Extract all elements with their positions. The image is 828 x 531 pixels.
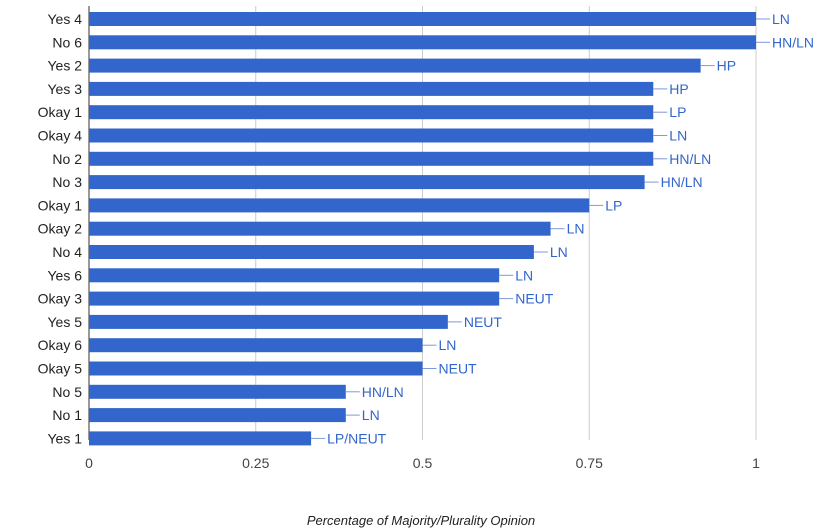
category-label: No 4 bbox=[52, 244, 82, 260]
x-tick-label: 0.25 bbox=[242, 455, 269, 471]
data-label: LP bbox=[605, 197, 622, 213]
bar bbox=[89, 291, 500, 306]
category-label: Yes 5 bbox=[47, 314, 82, 330]
bar bbox=[89, 175, 645, 190]
data-label: NEUT bbox=[464, 314, 503, 330]
data-label: HP bbox=[717, 58, 736, 74]
data-label: LN bbox=[362, 407, 380, 423]
bar bbox=[89, 408, 346, 423]
category-label: Okay 5 bbox=[38, 361, 83, 377]
category-labels: Yes 4 No 6 Yes 2 Yes 3 Okay 1 Okay 4 No 2 No 3 O… bbox=[38, 11, 83, 446]
data-label: LN bbox=[515, 267, 533, 283]
data-label: HP bbox=[669, 81, 688, 97]
x-tick-label: 0.5 bbox=[413, 455, 433, 471]
data-label: LN bbox=[550, 244, 568, 260]
category-label: No 5 bbox=[52, 384, 82, 400]
category-label: Yes 6 bbox=[47, 267, 82, 283]
bar bbox=[89, 58, 701, 73]
category-label: Yes 2 bbox=[47, 58, 82, 74]
bar bbox=[89, 81, 654, 96]
category-label: No 2 bbox=[52, 151, 82, 167]
bar bbox=[89, 151, 654, 166]
bar bbox=[89, 245, 534, 259]
bar bbox=[89, 12, 756, 26]
x-axis-title: Percentage of Majority/Plurality Opinion bbox=[307, 513, 535, 528]
data-label: LP bbox=[669, 104, 686, 120]
bar bbox=[89, 314, 448, 329]
category-label: Okay 3 bbox=[38, 291, 83, 307]
category-label: Yes 1 bbox=[47, 430, 82, 446]
bar bbox=[89, 105, 654, 120]
category-label: No 6 bbox=[52, 34, 82, 50]
category-label: Okay 2 bbox=[38, 221, 83, 237]
bar bbox=[89, 384, 346, 399]
data-label: LN bbox=[439, 337, 457, 353]
category-label: No 1 bbox=[52, 407, 82, 423]
bar bbox=[89, 361, 423, 376]
category-label: No 3 bbox=[52, 174, 82, 190]
category-label: Yes 3 bbox=[47, 81, 82, 97]
bar bbox=[89, 338, 423, 353]
bar bbox=[89, 431, 312, 446]
data-label: HN/LN bbox=[772, 34, 814, 50]
data-label: LP/NEUT bbox=[327, 430, 387, 446]
bar bbox=[89, 268, 500, 283]
x-tick-label: 1 bbox=[752, 455, 760, 471]
data-label: HN/LN bbox=[669, 151, 711, 167]
bar bbox=[89, 221, 551, 236]
data-label: NEUT bbox=[515, 291, 554, 307]
category-label: Yes 4 bbox=[47, 11, 82, 27]
data-label: LN bbox=[772, 11, 790, 27]
category-label: Okay 1 bbox=[38, 104, 83, 120]
data-label: LN bbox=[567, 221, 585, 237]
bar bbox=[89, 198, 590, 213]
x-tick-label: 0 bbox=[85, 455, 93, 471]
category-label: Okay 4 bbox=[38, 128, 83, 144]
data-labels: LN HN/LN HP HP LP LN HN/LN HN/LN LP LN LN LN NEUT NEU… bbox=[311, 11, 814, 446]
category-label: Okay 6 bbox=[38, 337, 83, 353]
category-label: Okay 1 bbox=[38, 197, 83, 213]
bar bbox=[89, 128, 654, 143]
bars bbox=[89, 12, 756, 446]
x-axis-ticks: 0 0.25 0.5 0.75 1 bbox=[85, 455, 760, 471]
data-label: LN bbox=[669, 128, 687, 144]
bar bbox=[89, 35, 756, 50]
data-label: NEUT bbox=[439, 361, 478, 377]
data-label: HN/LN bbox=[362, 384, 404, 400]
data-label: HN/LN bbox=[661, 174, 703, 190]
x-tick-label: 0.75 bbox=[576, 455, 603, 471]
